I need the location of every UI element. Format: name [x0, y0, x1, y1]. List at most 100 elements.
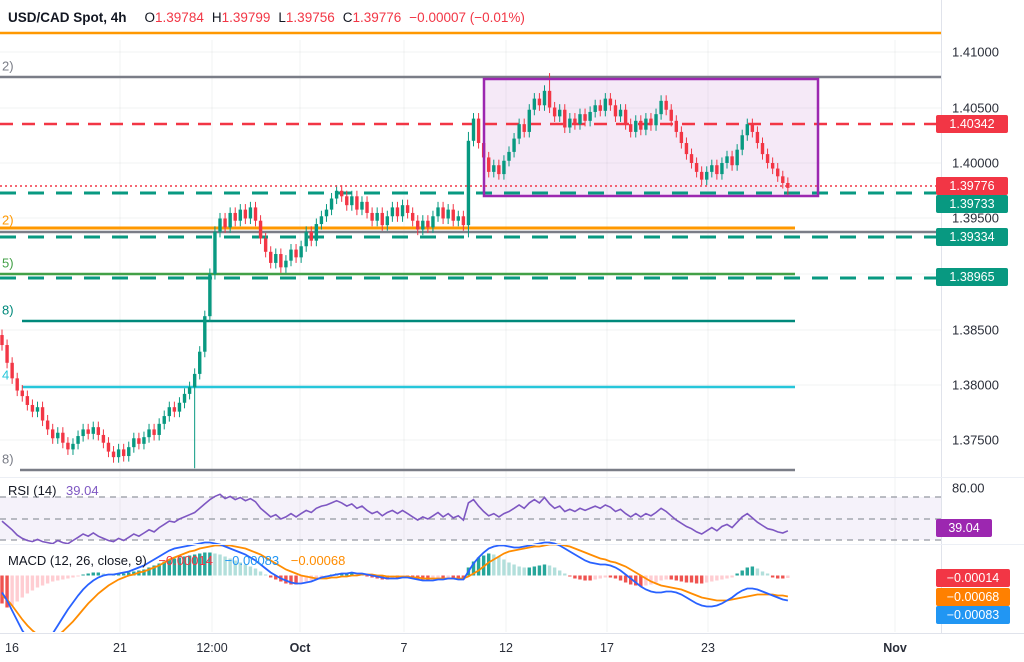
- rsi-pane-separator[interactable]: [0, 477, 1024, 478]
- candle: [91, 427, 95, 434]
- time-axis-label: 12:00: [196, 641, 228, 655]
- candle: [542, 90, 547, 106]
- candle: [395, 207, 400, 217]
- open-label: O: [144, 10, 156, 25]
- candle: [319, 216, 324, 225]
- macd-histogram-bar: [649, 575, 653, 585]
- macd-histogram-bar: [431, 575, 435, 580]
- macd-histogram-bar: [71, 575, 75, 578]
- axis-badge: 39.04: [936, 519, 992, 537]
- macd-pane-title[interactable]: MACD (12, 26, close, 9) −0.00014 −0.0008…: [8, 553, 345, 568]
- axis-badge: 1.39334: [936, 228, 1008, 246]
- candle: [770, 163, 775, 169]
- consolidation-box[interactable]: [482, 77, 820, 198]
- macd-histogram-bar: [583, 575, 587, 581]
- candle: [659, 100, 663, 115]
- macd-histogram-bar: [238, 562, 242, 576]
- candle: [476, 118, 481, 144]
- price-axis-tick: 1.40000: [952, 155, 999, 171]
- candle: [426, 220, 430, 228]
- macd-histogram-bar: [284, 575, 288, 584]
- candle: [593, 105, 597, 112]
- macd-histogram-bar: [497, 556, 501, 576]
- candle: [613, 105, 618, 117]
- macd-pane-separator[interactable]: [0, 544, 1024, 545]
- candle: [552, 107, 557, 117]
- price-axis-tick: 1.38000: [952, 377, 999, 393]
- candle: [162, 416, 166, 424]
- low-label: L: [278, 10, 286, 25]
- candle: [360, 201, 364, 210]
- macd-histogram-bar: [532, 566, 537, 576]
- macd-histogram-bar: [522, 567, 526, 576]
- candle: [61, 432, 65, 443]
- candle: [649, 118, 653, 126]
- candle: [583, 114, 587, 121]
- candle: [228, 212, 232, 228]
- macd-histogram-bar: [476, 557, 481, 576]
- macd-histogram-bar: [274, 575, 278, 580]
- candle: [598, 105, 602, 111]
- candle: [233, 212, 237, 221]
- macd-histogram-bar: [776, 575, 780, 579]
- candle: [248, 207, 253, 219]
- macd-histogram-bar: [461, 575, 466, 580]
- time-axis-label: 12: [499, 641, 513, 655]
- macd-histogram-bar: [370, 575, 374, 578]
- macd-histogram-bar: [740, 570, 744, 576]
- macd-histogram-bar: [187, 555, 192, 576]
- macd-signal-value: −0.00068: [290, 553, 346, 568]
- macd-histogram-bar: [689, 575, 694, 583]
- candle: [192, 373, 197, 388]
- candle: [669, 109, 673, 121]
- macd-histogram-bar: [578, 575, 582, 580]
- candle: [299, 246, 303, 258]
- time-axis-label: 23: [701, 641, 715, 655]
- candle: [436, 207, 440, 217]
- macd-histogram-bar: [223, 556, 227, 576]
- macd-histogram-bar: [299, 575, 303, 584]
- macd-line: [1, 541, 789, 632]
- candle: [466, 140, 471, 226]
- macd-histogram-bar: [634, 575, 638, 586]
- macd-histogram-bar: [10, 575, 14, 606]
- macd-histogram-bar: [86, 573, 90, 576]
- candle: [294, 249, 298, 258]
- macd-histogram-bar: [350, 573, 354, 576]
- macd-histogram-bar: [563, 573, 567, 576]
- candle: [705, 171, 709, 180]
- time-axis-label: 7: [400, 641, 408, 655]
- candle: [253, 207, 258, 221]
- macd-histogram-bar: [228, 558, 232, 576]
- macd-histogram-bar: [147, 567, 151, 576]
- candle: [152, 429, 156, 435]
- candle: [111, 451, 116, 458]
- candle: [456, 216, 460, 221]
- macd-histogram-bar: [385, 575, 390, 580]
- macd-histogram-bar: [127, 572, 131, 576]
- macd-histogram-bar: [573, 575, 577, 579]
- macd-histogram-bar: [492, 554, 496, 576]
- rsi-pane-title[interactable]: RSI (14) 39.04: [8, 483, 99, 498]
- candle: [177, 402, 182, 412]
- macd-histogram-bar: [436, 575, 440, 579]
- symbol-header[interactable]: USD/CAD Spot, 4h O1.39784 H1.39799 L1.39756…: [8, 10, 525, 25]
- price-axis-tick: 1.37500: [952, 432, 999, 448]
- line-label-truncated: 2): [2, 212, 14, 228]
- candle: [400, 205, 405, 217]
- time-axis-label: 16: [5, 641, 19, 655]
- macd-histogram-bar: [233, 560, 237, 576]
- price-axis-tick: 1.41000: [952, 44, 999, 60]
- symbol-title: USD/CAD Spot, 4h: [8, 10, 127, 25]
- macd-histogram-bar: [177, 557, 182, 576]
- candle: [385, 216, 390, 226]
- macd-histogram-bar: [659, 575, 663, 581]
- candle: [750, 124, 755, 132]
- candle: [532, 98, 537, 110]
- macd-histogram-bar: [628, 575, 633, 585]
- candle: [345, 196, 349, 206]
- macd-histogram-bar: [568, 575, 572, 577]
- macd-histogram-bar: [365, 575, 369, 577]
- candle: [446, 209, 450, 219]
